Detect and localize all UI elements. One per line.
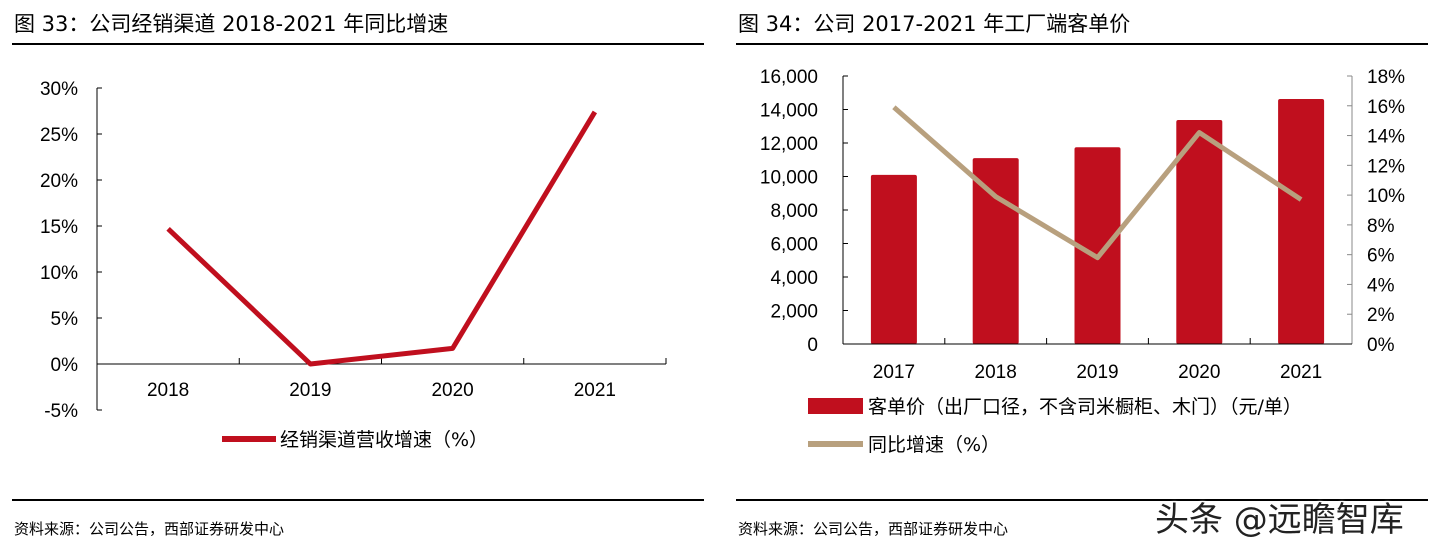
chart2-x-tick-label: 2019 <box>1076 362 1118 383</box>
chart2-x-tick-label: 2021 <box>1280 362 1322 383</box>
chart2-x-tick-label: 2018 <box>975 362 1017 383</box>
chart1-y-tick-label: 10% <box>40 263 78 284</box>
chart2-right-tick-label: 18% <box>1367 67 1405 88</box>
chart2-x-tick-label: 2020 <box>1178 362 1220 383</box>
chart1-y-tick-label: -5% <box>44 401 78 422</box>
chart1-x-tick-label: 2020 <box>431 380 473 401</box>
chart1-top-rule <box>12 43 704 45</box>
chart2-right-tick-label: 12% <box>1367 156 1405 177</box>
chart2-x-tick-label: 2017 <box>873 362 915 383</box>
chart1-y-tick-label: 20% <box>40 171 78 192</box>
chart2-right-tick-label: 6% <box>1367 246 1395 267</box>
chart2-left-tick-label: 14,000 <box>760 101 818 122</box>
chart2-right-tick-label: 10% <box>1367 186 1405 207</box>
chart2-left-tick-label: 12,000 <box>760 134 818 155</box>
chart2-right-tick-label: 8% <box>1367 216 1395 237</box>
chart1-x-tick-label: 2021 <box>574 380 616 401</box>
chart2-left-tick-label: 0 <box>807 335 818 356</box>
chart2-legend-line-label: 同比增速（%） <box>868 434 1000 456</box>
chart1-legend-label: 经销渠道营收增速（%） <box>280 429 488 451</box>
chart2-title: 图 34：公司 2017-2021 年工厂端客单价 <box>738 12 1131 36</box>
chart1-x-tick-label: 2019 <box>289 380 331 401</box>
chart2-right-tick-label: 4% <box>1367 275 1395 296</box>
chart2-left-tick-label: 16,000 <box>760 67 818 88</box>
chart1-bottom-rule <box>12 499 704 501</box>
chart2-legend-bar-swatch <box>808 398 863 414</box>
chart2-left-tick-label: 4,000 <box>770 268 818 289</box>
chart2-legend-bar-label: 客单价（出厂口径，不含司米橱柜、木门）（元/单） <box>868 396 1302 418</box>
chart2-source: 资料来源：公司公告，西部证券研发中心 <box>738 520 1009 538</box>
chart2-bar <box>1278 98 1325 344</box>
chart1-y-tick-label: 5% <box>51 309 79 330</box>
chart2-right-tick-label: 16% <box>1367 97 1405 118</box>
chart2-left-tick-label: 6,000 <box>770 235 818 256</box>
chart2-right-tick-label: 2% <box>1367 305 1395 326</box>
chart1-x-tick-label: 2018 <box>147 380 189 401</box>
chart2-left-tick-label: 8,000 <box>770 201 818 222</box>
chart1-y-tick-label: 25% <box>40 125 78 146</box>
chart2-bar <box>1176 120 1223 345</box>
chart1-title: 图 33：公司经销渠道 2018-2021 年同比增速 <box>14 12 449 36</box>
chart2-left-tick-label: 10,000 <box>760 168 818 189</box>
chart2-right-tick-label: 0% <box>1367 335 1395 356</box>
chart1-y-tick-label: 15% <box>40 217 78 238</box>
chart2-bar <box>870 174 917 344</box>
chart2-bar <box>972 158 1019 344</box>
chart2-left-tick-label: 2,000 <box>770 302 818 323</box>
chart1-y-tick-label: 0% <box>51 355 79 376</box>
chart2-right-tick-label: 14% <box>1367 127 1405 148</box>
chart2-top-rule <box>736 43 1428 45</box>
chart1-y-tick-label: 30% <box>40 79 78 100</box>
chart1-source: 资料来源：公司公告，西部证券研发中心 <box>14 520 285 538</box>
chart1-series-line <box>166 110 598 367</box>
chart2-bar <box>1074 147 1121 344</box>
chart2-bottom-rule <box>736 499 1428 501</box>
watermark: 头条 @远瞻智库 <box>1155 500 1404 540</box>
